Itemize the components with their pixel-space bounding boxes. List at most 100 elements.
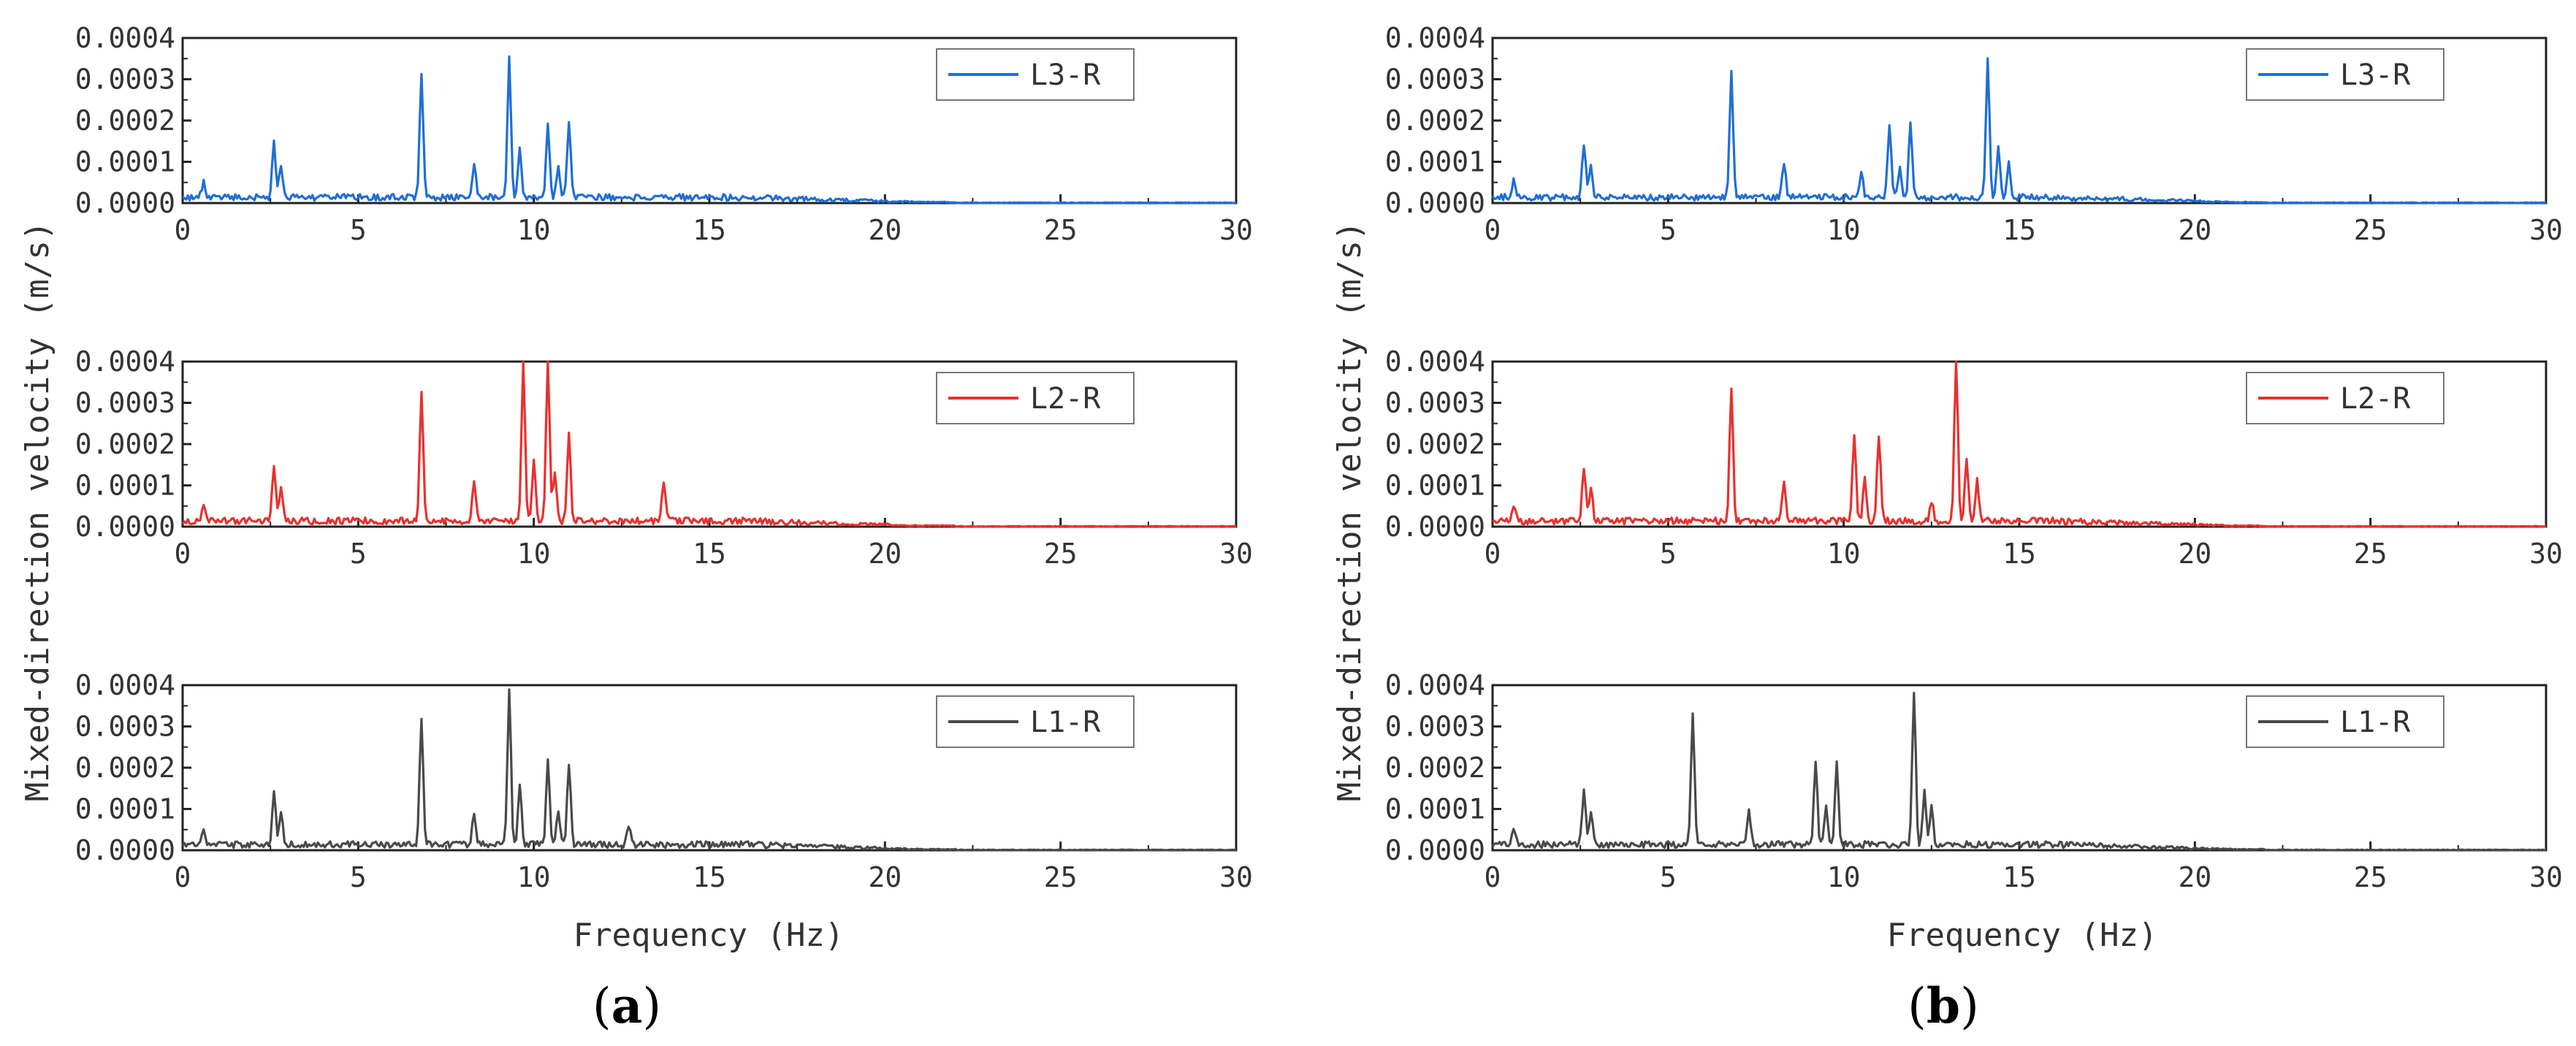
- y-tick-label: 0.0004: [1385, 669, 1485, 701]
- series-line-l1-r: [181, 688, 1237, 852]
- y-tick-label: 0.0004: [1385, 22, 1485, 54]
- x-tick-label: 5: [350, 538, 367, 570]
- y-tick-label: 0.0004: [75, 669, 175, 701]
- x-tick-label: 5: [1660, 214, 1677, 246]
- x-tick-label: 15: [2003, 538, 2036, 570]
- chart-a-bottom: 0 5 10 15 20 25 30 0.0000 0.0001 0.0002 0.0003 0.00…: [75, 669, 1253, 893]
- y-tick-label: 0.0003: [1385, 711, 1485, 743]
- legend: L3-R: [936, 48, 1135, 101]
- x-tick-label: 10: [1827, 538, 1861, 570]
- y-tick-label: 0.0000: [1385, 834, 1485, 866]
- y-tick-label: 0.0003: [75, 64, 175, 96]
- charts-group: 0 5 10 15 20 25 30 0.0000 0.0001 0.0002 0.0003 0.00…: [75, 22, 2563, 893]
- chart-b-bottom: 0 5 10 15 20 25 30 0.0000 0.0001 0.0002 0.0003 0.00…: [1385, 669, 2563, 893]
- y-tick-label: 0.0004: [1385, 346, 1485, 378]
- x-tick-label: 10: [517, 538, 551, 570]
- y-tick-label: 0.0003: [1385, 387, 1485, 419]
- series-line-l3-r: [1491, 57, 2547, 205]
- y-axis-title-b: Mixed-direction velocity (m/s): [1331, 221, 1368, 802]
- x-tick-label: 5: [1660, 538, 1677, 570]
- y-tick-label: 0.0001: [1385, 146, 1485, 178]
- x-tick-label: 15: [693, 214, 726, 246]
- y-tick-label: 0.0000: [75, 187, 175, 219]
- y-tick-label: 0.0002: [75, 104, 175, 137]
- panel-label-b: (b): [1908, 977, 1979, 1034]
- legend-label: L3-R: [1030, 58, 1101, 92]
- chart-b-middle: 0 5 10 15 20 25 30 0.0000 0.0001 0.0002 0.0003 0.00…: [1385, 346, 2563, 570]
- x-tick-label: 15: [693, 861, 726, 893]
- x-tick-label: 30: [1219, 214, 1253, 246]
- y-tick-label: 0.0002: [1385, 428, 1485, 460]
- x-tick-label: 30: [2529, 538, 2563, 570]
- x-tick-label: 25: [2354, 861, 2388, 893]
- x-tick-label: 0: [1485, 861, 1501, 893]
- x-tick-label: 10: [1827, 861, 1861, 893]
- x-tick-label: 15: [693, 538, 726, 570]
- legend: L3-R: [2246, 48, 2444, 101]
- y-tick-label: 0.0000: [1385, 187, 1485, 219]
- x-tick-label: 20: [2178, 538, 2211, 570]
- x-tick-label: 10: [517, 214, 551, 246]
- x-tick-label: 30: [2529, 214, 2563, 246]
- x-tick-label: 25: [1044, 538, 1078, 570]
- chart-a-middle: 0 5 10 15 20 25 30 0.0000 0.0001 0.0002 0.0003 0.00…: [75, 346, 1253, 570]
- series-line-l1-r: [1491, 692, 2547, 852]
- x-tick-label: 5: [350, 214, 367, 246]
- chart-a-top: 0 5 10 15 20 25 30 0.0000 0.0001 0.0002 0.0003 0.00…: [75, 22, 1253, 246]
- x-tick-label: 25: [1044, 214, 1078, 246]
- x-tick-label: 0: [175, 214, 191, 246]
- legend: L1-R: [936, 695, 1135, 748]
- y-tick-label: 0.0000: [75, 834, 175, 866]
- y-tick-label: 0.0002: [1385, 104, 1485, 137]
- legend-box: [936, 695, 1135, 748]
- x-tick-label: 20: [868, 861, 902, 893]
- x-tick-label: 20: [2178, 214, 2211, 246]
- x-tick-label: 0: [175, 538, 191, 570]
- x-tick-label: 25: [1044, 861, 1078, 893]
- x-tick-label: 30: [1219, 538, 1253, 570]
- y-tick-label: 0.0003: [75, 387, 175, 419]
- y-tick-label: 0.0004: [75, 22, 175, 54]
- y-tick-label: 0.0001: [75, 146, 175, 178]
- y-tick-label: 0.0003: [1385, 64, 1485, 96]
- legend-label: L1-R: [2340, 706, 2411, 739]
- y-tick-label: 0.0000: [75, 511, 175, 543]
- y-tick-label: 0.0001: [1385, 470, 1485, 502]
- y-tick-label: 0.0001: [1385, 793, 1485, 825]
- x-tick-label: 25: [2354, 214, 2388, 246]
- y-tick-label: 0.0002: [75, 752, 175, 784]
- y-tick-label: 0.0002: [75, 428, 175, 460]
- legend-label: L2-R: [2340, 382, 2411, 416]
- x-tick-label: 20: [868, 538, 902, 570]
- legend: L2-R: [2246, 372, 2444, 424]
- chart-b-top: 0 5 10 15 20 25 30 0.0000 0.0001 0.0002 0.0003 0.00…: [1385, 22, 2563, 246]
- series-line-l2-r: [181, 360, 1237, 528]
- x-tick-label: 5: [1660, 861, 1677, 893]
- y-tick-label: 0.0003: [75, 711, 175, 743]
- x-tick-label: 30: [1219, 861, 1253, 893]
- legend-label: L2-R: [1030, 382, 1101, 416]
- legend: L2-R: [936, 372, 1135, 424]
- series-line-l2-r: [1492, 360, 2547, 528]
- panel-label-a: (a): [592, 977, 661, 1034]
- x-tick-label: 25: [2354, 538, 2388, 570]
- x-axis-title-a: Frequency (Hz): [573, 917, 845, 954]
- x-tick-label: 15: [2003, 861, 2036, 893]
- y-tick-label: 0.0001: [75, 470, 175, 502]
- x-tick-label: 0: [1485, 214, 1501, 246]
- y-tick-label: 0.0002: [1385, 752, 1485, 784]
- x-tick-label: 5: [350, 861, 367, 893]
- series-line-l3-r: [181, 55, 1237, 205]
- x-tick-label: 0: [175, 861, 191, 893]
- y-tick-label: 0.0001: [75, 793, 175, 825]
- legend: L1-R: [2246, 695, 2444, 748]
- legend-label: L3-R: [2340, 58, 2411, 92]
- x-tick-label: 30: [2529, 861, 2563, 893]
- y-tick-label: 0.0000: [1385, 511, 1485, 543]
- x-tick-label: 20: [2178, 861, 2211, 893]
- x-tick-label: 20: [868, 214, 902, 246]
- x-tick-label: 10: [1827, 214, 1861, 246]
- x-axis-title-b: Frequency (Hz): [1887, 917, 2158, 954]
- y-tick-label: 0.0004: [75, 346, 175, 378]
